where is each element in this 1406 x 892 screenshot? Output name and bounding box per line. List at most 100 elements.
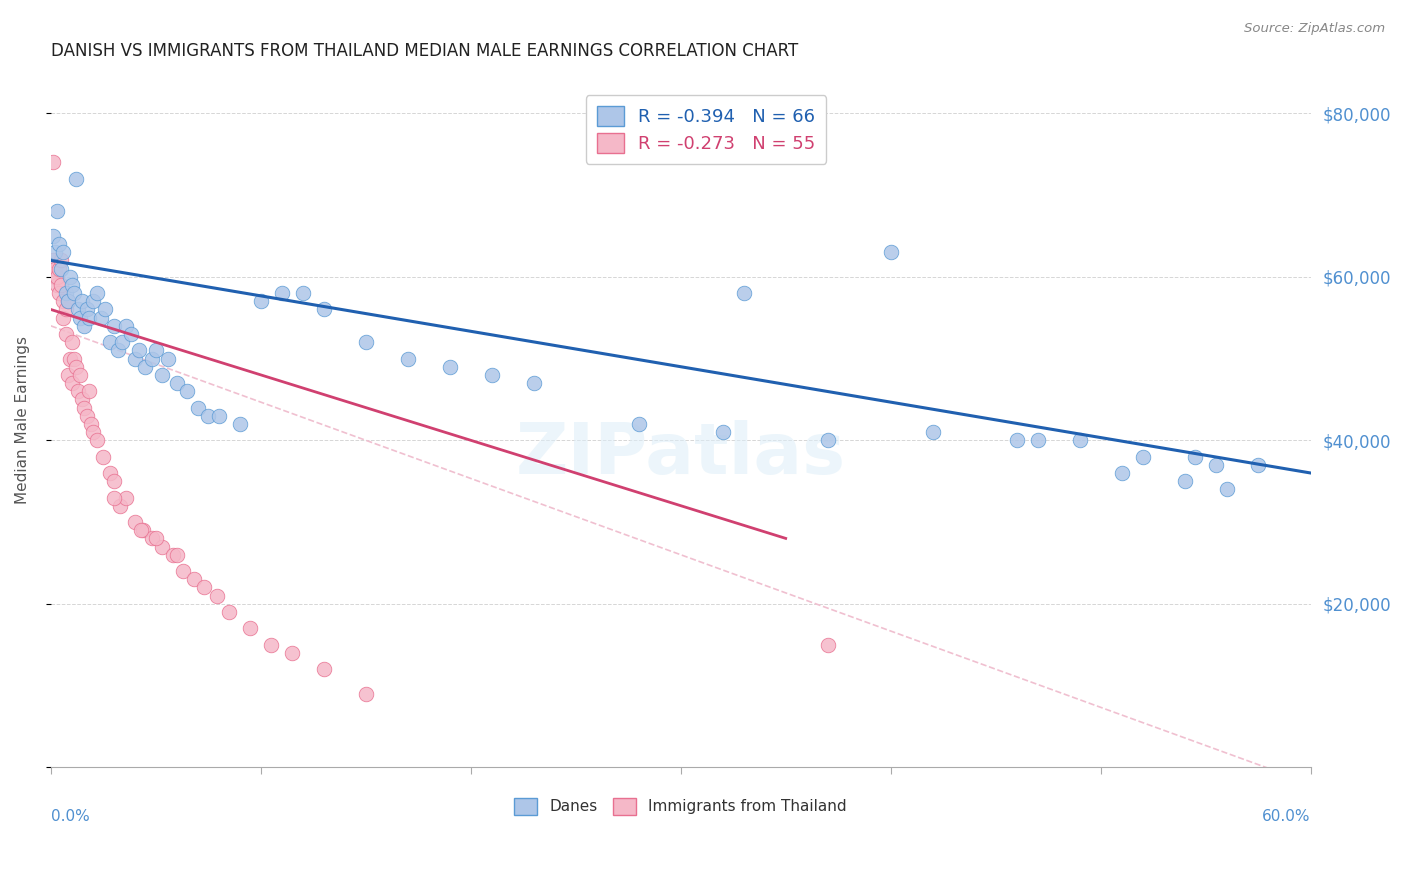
Point — [1174, 474, 1197, 488]
Point — [115, 491, 138, 505]
Point — [60, 277, 83, 292]
Point — [80, 417, 103, 431]
Point — [55, 326, 77, 341]
Point — [396, 351, 419, 366]
Point — [172, 564, 194, 578]
Point — [46, 277, 69, 292]
Text: DANISH VS IMMIGRANTS FROM THAILAND MEDIAN MALE EARNINGS CORRELATION CHART: DANISH VS IMMIGRANTS FROM THAILAND MEDIA… — [51, 42, 799, 60]
Point — [67, 302, 90, 317]
Point — [94, 302, 117, 317]
Point — [42, 155, 65, 169]
Point — [1132, 450, 1154, 464]
Point — [44, 261, 66, 276]
Point — [817, 434, 839, 448]
Point — [60, 335, 83, 350]
Point — [141, 532, 163, 546]
Text: ZIPatlas: ZIPatlas — [516, 420, 846, 489]
Point — [46, 269, 69, 284]
Point — [205, 589, 228, 603]
Point — [65, 171, 87, 186]
Point — [260, 638, 283, 652]
Point — [52, 245, 75, 260]
Point — [73, 401, 96, 415]
Point — [1247, 458, 1270, 472]
Point — [239, 621, 262, 635]
Point — [354, 687, 377, 701]
Point — [921, 425, 943, 439]
Point — [77, 310, 100, 325]
Point — [111, 335, 134, 350]
Point — [56, 368, 79, 382]
Point — [145, 532, 167, 546]
Point — [55, 286, 77, 301]
Point — [176, 384, 198, 399]
Point — [44, 269, 66, 284]
Point — [193, 581, 215, 595]
Point — [481, 368, 503, 382]
Point — [354, 335, 377, 350]
Point — [44, 245, 66, 260]
Point — [166, 376, 188, 390]
Point — [82, 425, 104, 439]
Point — [208, 409, 231, 423]
Text: 60.0%: 60.0% — [1263, 809, 1310, 824]
Point — [1205, 458, 1227, 472]
Point — [627, 417, 650, 431]
Point — [187, 401, 209, 415]
Point — [733, 286, 755, 301]
Point — [115, 318, 138, 333]
Point — [69, 368, 91, 382]
Point — [107, 343, 129, 358]
Y-axis label: Median Male Earnings: Median Male Earnings — [15, 336, 30, 504]
Point — [46, 204, 69, 219]
Point — [48, 286, 70, 301]
Point — [166, 548, 188, 562]
Point — [439, 359, 461, 374]
Point — [132, 523, 155, 537]
Point — [69, 310, 91, 325]
Point — [1069, 434, 1091, 448]
Point — [879, 245, 901, 260]
Point — [59, 269, 82, 284]
Point — [98, 466, 121, 480]
Point — [150, 540, 173, 554]
Point — [86, 286, 108, 301]
Point — [59, 351, 82, 366]
Legend: Danes, Immigrants from Thailand: Danes, Immigrants from Thailand — [506, 790, 855, 822]
Text: 0.0%: 0.0% — [51, 809, 90, 824]
Point — [817, 638, 839, 652]
Point — [229, 417, 252, 431]
Point — [157, 351, 180, 366]
Point — [60, 376, 83, 390]
Point — [281, 646, 304, 660]
Point — [270, 286, 292, 301]
Point — [56, 294, 79, 309]
Point — [91, 450, 114, 464]
Point — [1184, 450, 1206, 464]
Point — [134, 359, 156, 374]
Point — [77, 384, 100, 399]
Point — [76, 409, 98, 423]
Point — [82, 294, 104, 309]
Text: Source: ZipAtlas.com: Source: ZipAtlas.com — [1244, 22, 1385, 36]
Point — [312, 302, 335, 317]
Point — [1111, 466, 1133, 480]
Point — [124, 351, 146, 366]
Point — [42, 228, 65, 243]
Point — [218, 605, 240, 619]
Point — [249, 294, 271, 309]
Point — [76, 302, 98, 317]
Point — [65, 359, 87, 374]
Point — [73, 318, 96, 333]
Point — [124, 515, 146, 529]
Point — [312, 662, 335, 676]
Point — [42, 253, 65, 268]
Point — [150, 368, 173, 382]
Point — [55, 302, 77, 317]
Point — [51, 277, 73, 292]
Point — [72, 294, 94, 309]
Point — [141, 351, 163, 366]
Point — [1005, 434, 1028, 448]
Point — [103, 474, 125, 488]
Point — [128, 343, 150, 358]
